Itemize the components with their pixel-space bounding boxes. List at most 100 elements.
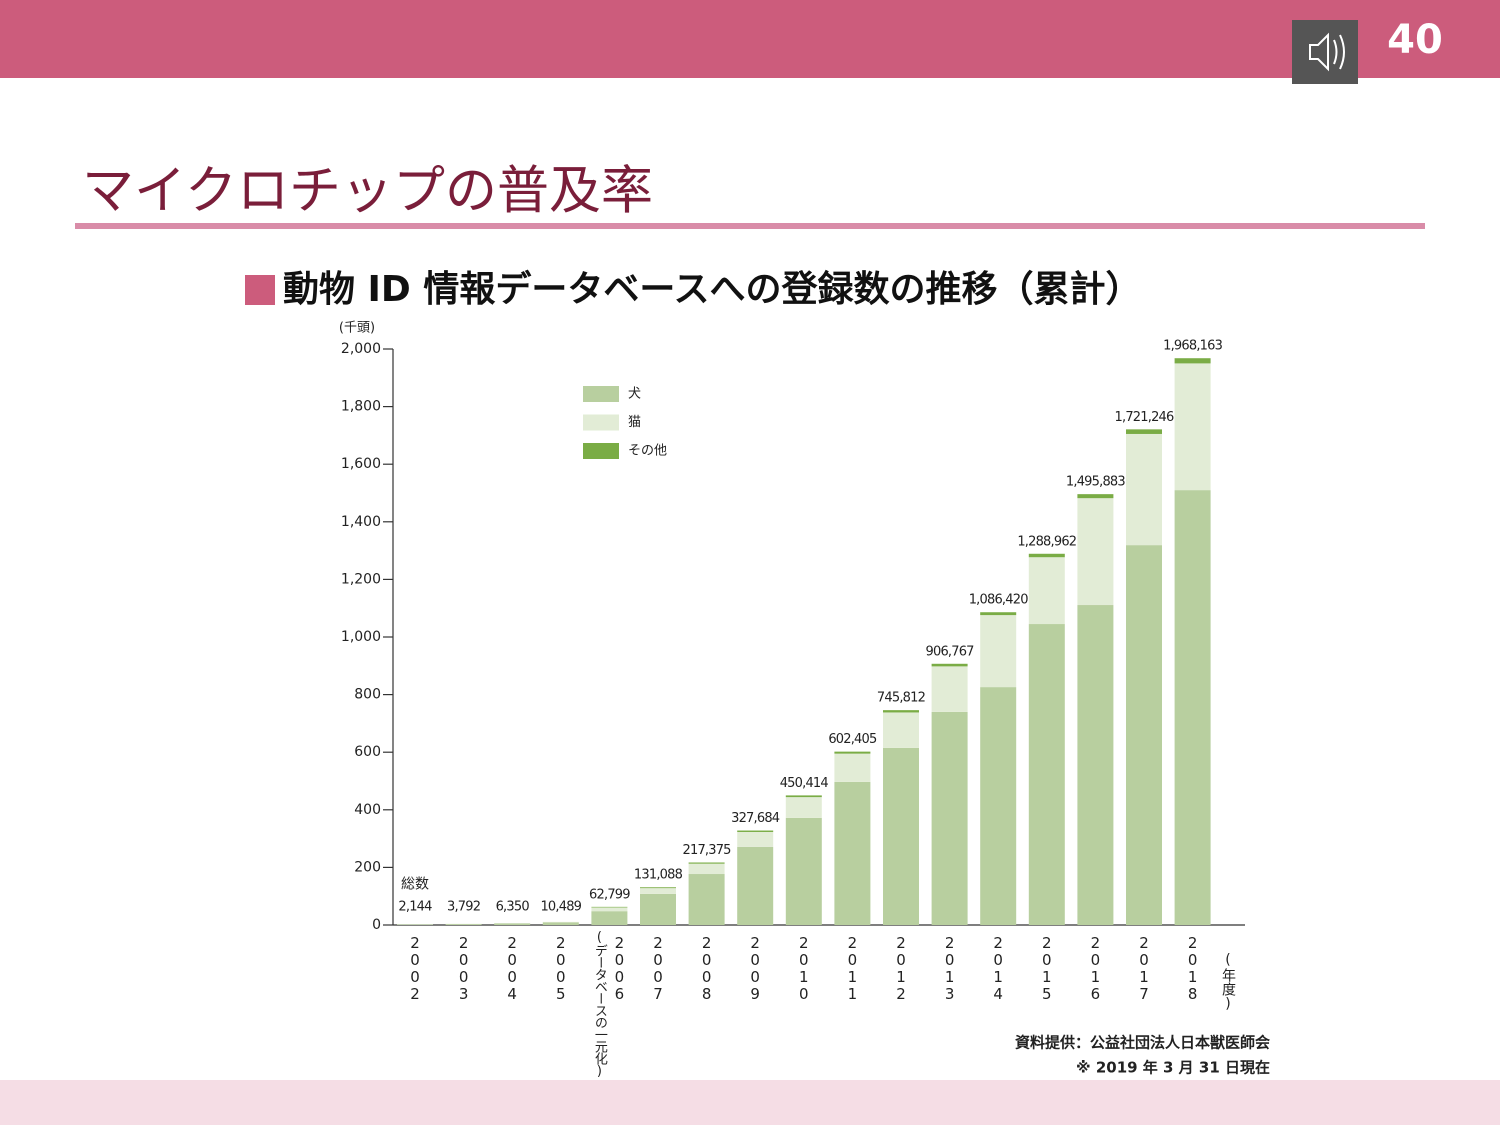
bar-segment [1126, 429, 1162, 434]
total-label: 3,792 [447, 900, 480, 915]
bar-segment [445, 924, 482, 925]
slide-title: マイクロチップの普及率 [82, 162, 653, 222]
y-tick-label: 1,000 [341, 629, 381, 645]
source-date: ※ 2019 年 3 月 31 日現在 [1076, 1059, 1270, 1077]
bar-segment [1126, 545, 1162, 925]
y-tick-label: 1,600 [341, 456, 381, 472]
bar-segment [931, 711, 968, 925]
total-label: 906,767 [926, 644, 975, 659]
legend-swatch [583, 414, 619, 431]
bar-segment [640, 893, 676, 925]
x-tick-label: 2002 [406, 934, 424, 1002]
bar-segment [688, 862, 725, 864]
y-tick-label: 800 [354, 687, 381, 703]
bar-segment [737, 831, 774, 847]
bar-segment [834, 753, 871, 782]
bar-segment [640, 887, 676, 889]
bar-segment [1077, 605, 1114, 925]
x-axis-label: (年度) [1220, 952, 1236, 1012]
bar-segment [640, 888, 676, 894]
total-label: 1,086,420 [969, 593, 1028, 608]
bar-segment [980, 612, 1017, 616]
total-label: 602,405 [828, 732, 877, 747]
x-tick-label: 2009 [746, 934, 764, 1002]
bar-segment [1126, 433, 1162, 546]
total-label: 450,414 [780, 776, 829, 791]
footer-band [0, 1080, 1500, 1125]
bar-segment [834, 751, 871, 754]
total-label: 6,350 [496, 900, 530, 915]
bar-segment [834, 781, 871, 925]
bar-segment [1028, 624, 1065, 925]
bar-segment [1077, 498, 1114, 606]
total-label: 2,144 [398, 900, 432, 915]
total-label: 745,812 [877, 691, 925, 706]
legend-swatch [583, 386, 619, 402]
y-tick-label: 1,400 [341, 514, 381, 530]
bar-segment [1174, 490, 1211, 925]
bar-segment [883, 712, 919, 748]
total-label: 327,684 [731, 811, 780, 826]
y-tick-label: 1,800 [341, 399, 381, 415]
header-band [0, 0, 1500, 78]
x-tick-label: 2007 [649, 934, 667, 1002]
bar-segment [688, 874, 725, 925]
bar-segment [494, 923, 531, 925]
y-tick-label: 600 [354, 744, 381, 760]
total-label: 217,375 [683, 843, 732, 858]
y-tick-label: 200 [354, 859, 381, 875]
y-tick-label: 400 [354, 802, 381, 818]
bar-segment [980, 615, 1017, 688]
x-tick-label: 2012 [892, 934, 910, 1002]
x-tick-label: 2004 [503, 934, 521, 1002]
bar-segment [591, 907, 628, 912]
x-tick-label: 2011 [843, 934, 861, 1002]
y-tick-label: 0 [372, 917, 381, 933]
x-tick-label: 2017 [1135, 934, 1153, 1002]
bar-segment [688, 863, 725, 875]
x-tick-label: 2015 [1038, 934, 1056, 1002]
total-label: 1,495,883 [1066, 475, 1125, 490]
category-annotation: (データベースの一元化) [592, 930, 608, 1078]
bar-segment [1028, 553, 1065, 558]
total-label: 1,721,246 [1115, 410, 1174, 425]
bar-segment [591, 911, 628, 925]
bar-segment [737, 846, 774, 925]
total-label: 10,489 [540, 900, 581, 915]
total-name: 総数 [401, 876, 429, 892]
subtitle-marker [245, 275, 275, 305]
bar-segment [785, 797, 822, 818]
bar-segment [591, 906, 628, 908]
source: 資料提供：公益社団法人日本獣医師会 [1015, 1034, 1270, 1052]
legend-label: 猫 [628, 415, 641, 430]
bar-segment [737, 830, 774, 832]
legend-label: その他 [628, 444, 667, 459]
bar-segment [1028, 557, 1065, 625]
speaker-icon[interactable] [1292, 20, 1358, 84]
y-axis-label: (千頭) [339, 321, 375, 336]
bar-segment [1174, 358, 1211, 364]
x-tick-label: 2018 [1184, 934, 1202, 1002]
bar-segment [397, 924, 433, 925]
x-tick-label: 2006 [610, 934, 628, 1002]
y-tick-label: 1,200 [341, 571, 381, 587]
x-tick-label: 2014 [989, 934, 1007, 1002]
total-label: 62,799 [589, 887, 630, 902]
legend-label: 犬 [628, 387, 641, 402]
page-number: 40 [1387, 17, 1443, 63]
bar-segment [931, 663, 968, 667]
x-tick-label: 2016 [1086, 934, 1104, 1002]
bar-segment [931, 666, 968, 712]
total-label: 131,088 [634, 868, 683, 883]
bar-segment [1174, 363, 1211, 491]
bar-segment [883, 710, 919, 713]
x-tick-label: 2010 [795, 934, 813, 1002]
legend-swatch [583, 443, 619, 459]
x-tick-label: 2008 [698, 934, 716, 1002]
total-label: 1,968,163 [1163, 339, 1222, 354]
x-tick-label: 2013 [941, 934, 959, 1002]
bar-segment [542, 922, 579, 925]
y-tick-label: 2,000 [341, 341, 381, 357]
bar-segment [883, 747, 919, 925]
